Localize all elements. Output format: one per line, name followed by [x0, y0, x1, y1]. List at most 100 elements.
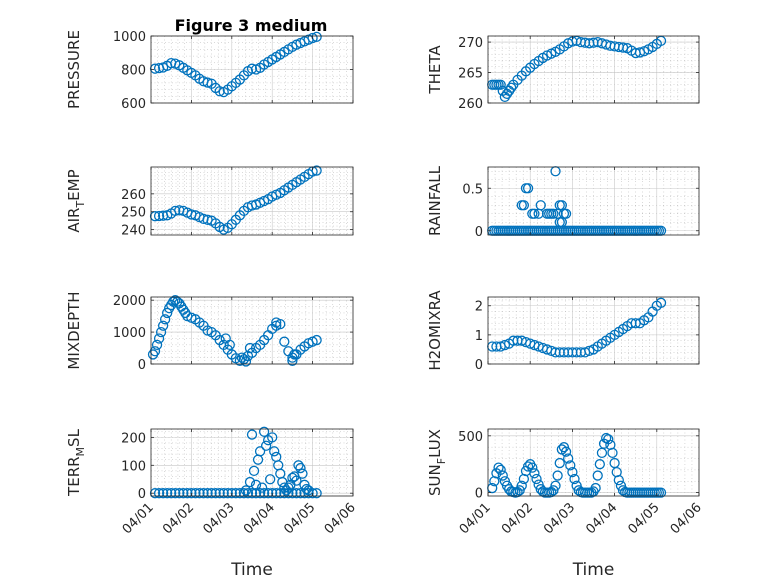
y-tick-label: 1000 — [113, 30, 146, 45]
y-tick-label: 0 — [475, 487, 483, 502]
data-point — [289, 349, 300, 360]
data-point — [202, 488, 213, 499]
data-point — [250, 479, 262, 490]
subplot-8: 0 500 SUNFLUX 04/01 04/02 04/03 04/04 04/05 04/0… — [426, 428, 705, 580]
data-point — [499, 339, 511, 351]
x-tick-label: 04/01 — [457, 500, 494, 537]
data-point — [258, 426, 270, 437]
data-point — [149, 211, 161, 222]
y-tick-label: 0 — [475, 358, 483, 373]
y-tick-label: 1 — [475, 329, 483, 344]
data-point — [240, 485, 252, 496]
data-point — [493, 462, 504, 473]
data-point — [178, 488, 189, 499]
data-markers — [487, 432, 667, 498]
data-point — [550, 480, 561, 491]
data-point — [157, 488, 169, 499]
data-point — [311, 334, 322, 346]
data-point — [607, 447, 618, 458]
data-point — [244, 476, 256, 488]
data-point — [170, 488, 181, 499]
data-point — [529, 468, 540, 479]
data-point — [149, 488, 161, 499]
axes-box — [150, 166, 354, 236]
y-tick-label: 0 — [475, 225, 483, 240]
data-markers — [487, 297, 667, 358]
data-point — [162, 307, 173, 319]
subplot-6: 0 1 2 H2OMIXRA — [426, 290, 700, 373]
data-point — [301, 483, 312, 495]
y-axis-label: SUNFLUX — [426, 429, 448, 496]
data-point — [182, 488, 193, 499]
y-tick-label: 0.5 — [462, 182, 483, 197]
data-point — [174, 488, 185, 499]
data-point — [303, 485, 314, 496]
data-point — [271, 317, 282, 328]
x-tick-label: 04/04 — [583, 500, 620, 537]
data-point — [584, 345, 595, 357]
data-point — [535, 200, 546, 211]
data-point — [234, 488, 246, 499]
data-point — [531, 473, 542, 485]
data-point — [283, 482, 294, 493]
axes-box — [150, 296, 354, 365]
data-point — [194, 488, 205, 499]
data-point — [311, 31, 322, 42]
data-point — [269, 446, 280, 457]
y-tick-label: 0 — [138, 358, 146, 373]
data-point — [206, 488, 217, 499]
data-point — [149, 63, 161, 74]
y-tick-label: 0 — [138, 487, 146, 502]
data-point — [495, 464, 506, 476]
data-point — [293, 460, 304, 471]
data-point — [260, 440, 272, 451]
y-tick-label: 270 — [458, 36, 483, 51]
data-point — [218, 488, 229, 499]
data-point — [246, 429, 258, 440]
x-tick-label: 04/05 — [626, 500, 663, 537]
data-point — [254, 446, 266, 457]
data-point — [267, 432, 278, 443]
data-point — [170, 205, 181, 216]
data-point — [153, 488, 165, 499]
x-tick-label: 04/03 — [541, 500, 578, 537]
data-point — [497, 470, 508, 481]
data-point — [655, 487, 667, 498]
data-point — [527, 462, 538, 473]
data-markers — [149, 426, 322, 499]
data-point — [153, 210, 165, 222]
data-point — [210, 488, 221, 499]
data-point — [265, 474, 276, 485]
data-markers — [147, 295, 322, 367]
data-point — [242, 488, 254, 499]
y-axis-label: H2OMIXRA — [426, 290, 444, 371]
data-point — [244, 342, 256, 354]
x-tick-label: 04/06 — [322, 500, 359, 537]
data-point — [198, 488, 209, 499]
y-tick-label: 600 — [121, 97, 146, 112]
axes-box — [487, 166, 700, 236]
x-tick-label: 04/05 — [281, 500, 318, 537]
data-point — [594, 459, 605, 470]
data-point — [166, 488, 177, 499]
data-point — [311, 165, 322, 176]
data-point — [279, 336, 290, 347]
data-point — [291, 475, 302, 486]
data-point — [516, 480, 527, 491]
data-point — [522, 461, 534, 472]
data-point — [246, 63, 258, 74]
x-tick-label: 04/02 — [499, 500, 536, 537]
y-tick-label: 240 — [121, 224, 146, 239]
y-tick-label: 200 — [121, 431, 146, 446]
data-point — [246, 488, 258, 499]
data-point — [267, 488, 278, 499]
data-point — [214, 86, 225, 97]
data-point — [563, 453, 574, 464]
y-tick-label: 265 — [458, 67, 483, 82]
major-grid — [151, 167, 353, 235]
y-tick-label: 250 — [121, 206, 146, 221]
data-point — [254, 488, 266, 499]
data-point — [603, 434, 614, 445]
data-point — [155, 326, 167, 338]
